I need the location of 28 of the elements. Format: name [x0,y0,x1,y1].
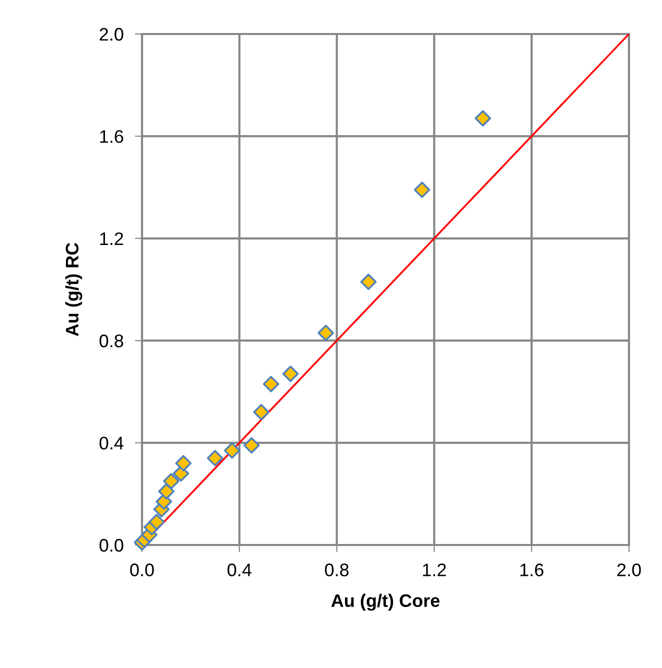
point [163,472,180,490]
x-tick-label: 0.8 [324,564,349,576]
point [360,274,377,290]
y-tick-label: 0.4 [100,436,124,450]
y-tick-label: 1.6 [100,130,124,143]
x-tick-label: 2.0 [617,564,641,576]
y-tick-label: 0.8 [100,334,124,348]
y-axis-title: Au (g/t) RC [65,242,82,336]
point [158,483,175,500]
point [262,376,280,392]
point [474,110,492,127]
y-tick-label: 2.0 [100,28,124,41]
x-tick-label: 1.2 [423,564,446,576]
y-tick-label: 1.2 [100,232,124,245]
point [414,182,430,198]
y-tick-label: 0.0 [100,538,124,552]
point [253,404,270,420]
point [282,366,299,382]
point [148,514,165,530]
point [243,437,260,454]
x-axis-title: Au (g/t) Core [331,594,440,611]
x-tick-label: 1.6 [520,564,544,576]
x-tick-label: 0.0 [130,564,154,576]
point [175,455,192,472]
point [318,324,334,342]
x-tick-label: 0.4 [228,564,252,576]
point [206,450,224,466]
point [224,442,240,459]
